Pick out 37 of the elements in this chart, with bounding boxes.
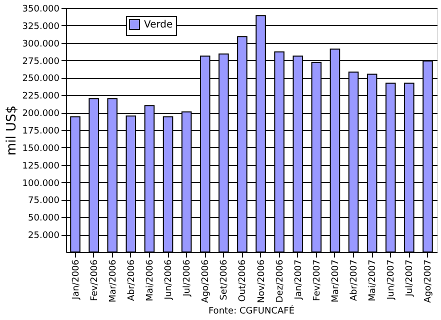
y-tick-label: 50.000 (28, 214, 60, 224)
x-tick-label: Abr/2006 (126, 259, 137, 302)
y-tick-label: 250.000 (22, 74, 60, 84)
x-tick-label: Jan/2006 (71, 259, 82, 300)
x-tick-label: Fev/2007 (312, 260, 322, 301)
x-tick-label: Jul/2007 (405, 260, 416, 298)
x-tick-label: Jun/2007 (386, 260, 397, 300)
x-tick-label: Mar/2007 (330, 260, 341, 302)
x-tick-label: Jan/2007 (294, 260, 304, 300)
x-tick-label: Out/2006 (238, 259, 248, 302)
y-tick-label: 75.000 (28, 196, 60, 206)
legend-label: Verde (144, 20, 173, 30)
y-axis-title: mil US$ (4, 105, 20, 156)
y-tick-label: 175.000 (22, 126, 60, 136)
y-tick-label: 325.000 (22, 22, 60, 32)
x-tick-label: Mai/2006 (145, 259, 156, 302)
x-tick-label: Ago/2007 (424, 260, 434, 303)
x-tick-label: Nov/2006 (256, 259, 267, 304)
x-tick-label: Mar/2006 (108, 259, 118, 302)
x-tick-label: Dez/2006 (275, 259, 286, 303)
y-tick-label: 275.000 (22, 56, 60, 67)
x-tick-label: Jul/2006 (182, 259, 193, 298)
y-tick-label: 125.000 (22, 161, 60, 172)
x-tick-label: Ago/2006 (201, 259, 212, 303)
y-tick-label: 25.000 (28, 231, 60, 242)
x-tick-label: Set/2006 (220, 259, 230, 300)
y-tick-label: 150.000 (22, 144, 60, 154)
y-tick-label: 300.000 (22, 39, 60, 50)
x-tick-label: Mai/2007 (368, 260, 378, 302)
y-tick-label: 200.000 (22, 109, 60, 120)
x-tick-label: Abr/2007 (350, 260, 360, 302)
y-tick-label: 100.000 (22, 178, 60, 189)
x-tick-label: Jun/2006 (164, 259, 174, 300)
source-note: Fonte: CGFUNCAFÉ (208, 304, 295, 316)
y-tick-label: 350.000 (22, 4, 60, 14)
y-tick-label: 225.000 (22, 92, 60, 102)
x-tick-label: Fev/2006 (90, 259, 100, 301)
